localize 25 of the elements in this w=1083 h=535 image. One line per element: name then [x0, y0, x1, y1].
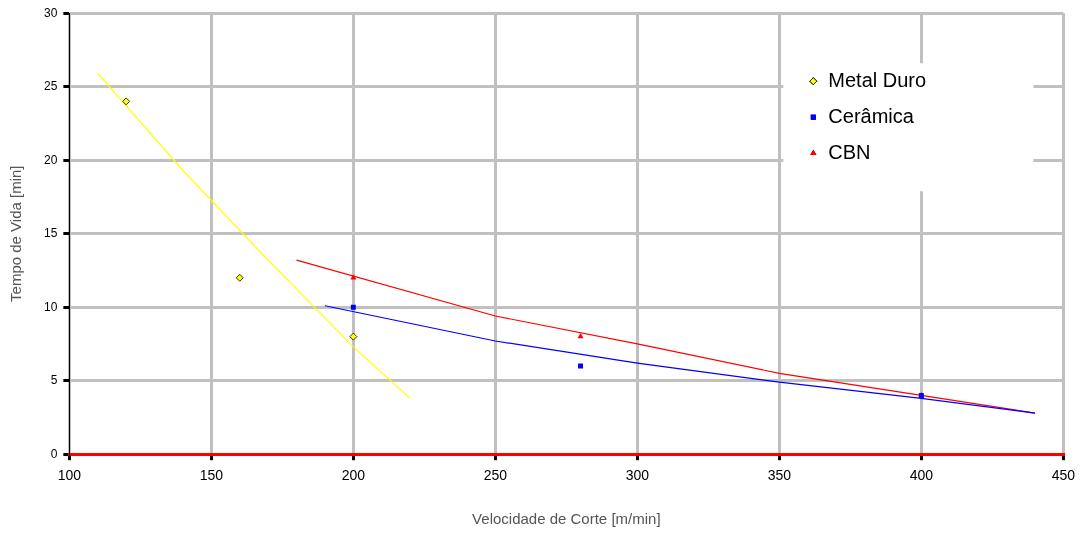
x-tick-label: 150 [199, 467, 224, 484]
point [235, 273, 244, 282]
x-tick-label: 100 [57, 467, 82, 484]
x-tick-label: 450 [1051, 467, 1076, 484]
y-axis-title: Tempo de Vida [min] [7, 165, 25, 302]
x-tick-label: 350 [767, 467, 792, 484]
y-tick-label: 20 [43, 152, 58, 167]
x-tick-label: 200 [341, 467, 366, 484]
legend-label: CBN [828, 140, 871, 163]
x-tick-label: 250 [483, 467, 508, 484]
y-tick-label: 0 [50, 446, 58, 461]
x-tick-label: 400 [909, 467, 934, 484]
legend-label: Cerâmica [828, 104, 915, 127]
y-tick-label: 10 [43, 299, 58, 314]
y-tick-label: 15 [43, 226, 58, 241]
point [350, 304, 356, 310]
x-axis-title: Velocidade de Corte [m/min] [472, 510, 661, 528]
point [349, 332, 358, 341]
legend-label: Metal Duro [828, 68, 927, 91]
x-tick-label: 300 [625, 467, 650, 484]
y-tick-label: 5 [50, 373, 58, 388]
point [350, 274, 357, 280]
y-tick-label: 30 [43, 5, 58, 20]
point [122, 97, 131, 106]
y-tick-label: 25 [43, 79, 58, 94]
